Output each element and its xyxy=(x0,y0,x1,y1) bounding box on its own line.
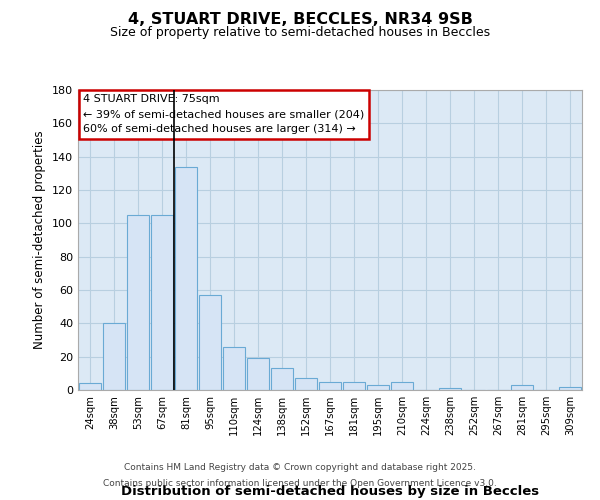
Bar xyxy=(271,368,293,390)
Bar xyxy=(511,385,533,390)
Bar xyxy=(319,382,341,390)
Bar xyxy=(439,388,461,390)
Bar xyxy=(151,215,173,390)
Text: 4 STUART DRIVE: 75sqm
← 39% of semi-detached houses are smaller (204)
60% of sem: 4 STUART DRIVE: 75sqm ← 39% of semi-deta… xyxy=(83,94,364,134)
Text: Size of property relative to semi-detached houses in Beccles: Size of property relative to semi-detach… xyxy=(110,26,490,39)
Text: 4, STUART DRIVE, BECCLES, NR34 9SB: 4, STUART DRIVE, BECCLES, NR34 9SB xyxy=(128,12,472,28)
Bar xyxy=(127,215,149,390)
Bar xyxy=(367,385,389,390)
Bar xyxy=(295,378,317,390)
Bar xyxy=(175,166,197,390)
Y-axis label: Number of semi-detached properties: Number of semi-detached properties xyxy=(34,130,46,350)
Text: Contains public sector information licensed under the Open Government Licence v3: Contains public sector information licen… xyxy=(103,478,497,488)
Text: Contains HM Land Registry data © Crown copyright and database right 2025.: Contains HM Land Registry data © Crown c… xyxy=(124,464,476,472)
X-axis label: Distribution of semi-detached houses by size in Beccles: Distribution of semi-detached houses by … xyxy=(121,485,539,498)
Bar xyxy=(79,384,101,390)
Bar xyxy=(103,324,125,390)
Bar xyxy=(559,386,581,390)
Bar xyxy=(199,295,221,390)
Bar xyxy=(223,346,245,390)
Bar xyxy=(391,382,413,390)
Bar xyxy=(343,382,365,390)
Bar xyxy=(247,358,269,390)
